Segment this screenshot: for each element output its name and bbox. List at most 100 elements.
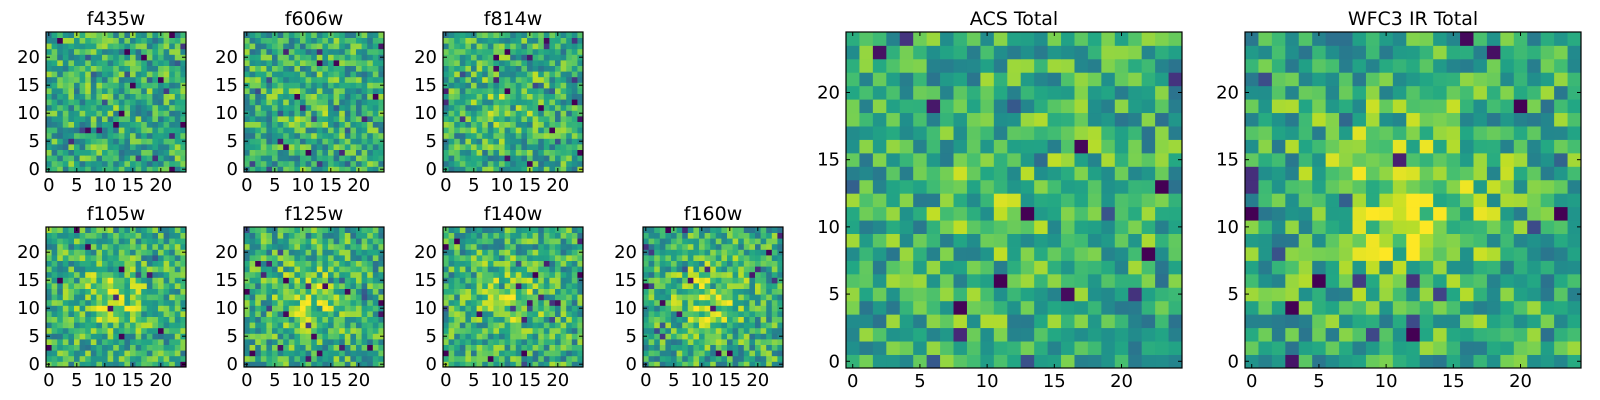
heatmap-cell <box>482 65 489 72</box>
heatmap-cell <box>294 277 301 284</box>
heatmap-cell <box>135 82 142 89</box>
heatmap-cell <box>1087 247 1102 261</box>
heatmap-cell <box>504 116 511 122</box>
heatmap-cell <box>454 32 461 38</box>
heatmap-cell <box>102 333 108 340</box>
heatmap-cell <box>1128 273 1143 288</box>
heatmap-cell <box>459 238 466 245</box>
heatmap-cell <box>141 344 148 351</box>
heatmap-cell <box>339 333 346 340</box>
heatmap-cell <box>566 65 573 72</box>
heatmap-cell <box>378 294 385 301</box>
heatmap-cell <box>443 294 449 301</box>
heatmap-cell <box>57 243 64 250</box>
heatmap-cell <box>577 65 584 72</box>
heatmap-cell <box>499 121 505 128</box>
heatmap-cell <box>510 327 517 334</box>
heatmap-cell <box>465 121 472 128</box>
heatmap-cell <box>169 155 176 162</box>
heatmap-cell <box>721 322 728 329</box>
heatmap-cell <box>515 32 522 38</box>
heatmap-cell <box>732 232 739 239</box>
heatmap-cell <box>361 155 368 162</box>
heatmap-cell <box>443 271 449 278</box>
heatmap-cell <box>527 116 533 122</box>
heatmap-cell <box>244 316 250 323</box>
heatmap-cell <box>74 155 80 162</box>
heatmap-cell <box>260 355 267 362</box>
heatmap-cell <box>560 238 567 245</box>
heatmap-cell <box>738 361 745 368</box>
heatmap-cell <box>57 121 64 128</box>
heatmap-cell <box>74 121 80 128</box>
heatmap-cell <box>577 232 584 239</box>
heatmap-cell <box>648 288 655 295</box>
heatmap-cell <box>993 233 1008 248</box>
heatmap-cell <box>322 32 329 38</box>
heatmap-cell <box>74 43 80 50</box>
heatmap-cell <box>515 249 522 256</box>
heatmap-cell <box>322 149 329 156</box>
heatmap-cell <box>538 299 545 306</box>
heatmap-cell <box>305 294 312 301</box>
heatmap-cell <box>85 149 92 156</box>
heatmap-cell <box>566 249 573 256</box>
heatmap-cell <box>372 43 379 50</box>
heatmap-cell <box>682 271 689 278</box>
heatmap-cell <box>555 65 561 72</box>
heatmap-cell <box>68 166 75 173</box>
heatmap-cell <box>771 344 778 351</box>
heatmap-cell <box>577 283 584 289</box>
heatmap-cell <box>966 354 981 369</box>
heatmap-cell <box>527 138 533 145</box>
heatmap-cell <box>493 294 500 301</box>
heatmap-cell <box>102 311 108 317</box>
heatmap-cell <box>459 299 466 306</box>
heatmap-cell <box>1087 354 1102 369</box>
heatmap-cell <box>339 266 346 273</box>
heatmap-cell <box>113 110 120 117</box>
heatmap-cell <box>538 88 545 94</box>
heatmap-cell <box>356 243 362 250</box>
heatmap-cell <box>671 294 677 301</box>
heatmap-cell <box>515 155 522 162</box>
heatmap-cell <box>300 249 306 256</box>
heatmap-cell <box>277 277 284 284</box>
heatmap-cell <box>577 311 584 317</box>
heatmap-cell <box>766 311 773 317</box>
heatmap-cell <box>543 166 550 173</box>
heatmap-cell <box>46 104 52 111</box>
heatmap-cell <box>886 260 901 275</box>
heatmap-cell <box>135 132 142 139</box>
heatmap-cell <box>372 232 379 239</box>
heatmap-cell <box>715 339 722 345</box>
heatmap-cell <box>566 166 573 173</box>
heatmap-cell <box>1007 193 1022 208</box>
heatmap-cell <box>566 99 573 106</box>
heatmap-cell <box>471 138 477 145</box>
heatmap-cell <box>96 43 103 50</box>
heatmap-cell <box>130 344 136 351</box>
heatmap-cell <box>152 327 159 334</box>
heatmap-cell <box>471 121 477 128</box>
heatmap-cell <box>62 255 69 261</box>
heatmap-cell <box>130 99 136 106</box>
heatmap-cell <box>322 238 329 245</box>
heatmap-cell <box>543 288 550 295</box>
heatmap-cell <box>311 48 318 55</box>
heatmap-cell <box>549 344 556 351</box>
heatmap-cell <box>566 322 573 329</box>
heatmap-cell <box>555 138 561 145</box>
heatmap-cell <box>504 350 511 357</box>
heatmap-cell <box>163 71 170 78</box>
heatmap-cell <box>493 121 500 128</box>
heatmap-cell <box>372 99 379 106</box>
heatmap-cell <box>515 138 522 145</box>
heatmap-cell <box>344 121 351 128</box>
heatmap-cell <box>74 339 80 345</box>
heatmap-cell <box>283 255 290 261</box>
heatmap-cell <box>294 160 301 167</box>
heatmap-cell <box>913 287 928 302</box>
heatmap-cell <box>966 220 981 234</box>
heatmap-cell <box>940 287 954 302</box>
